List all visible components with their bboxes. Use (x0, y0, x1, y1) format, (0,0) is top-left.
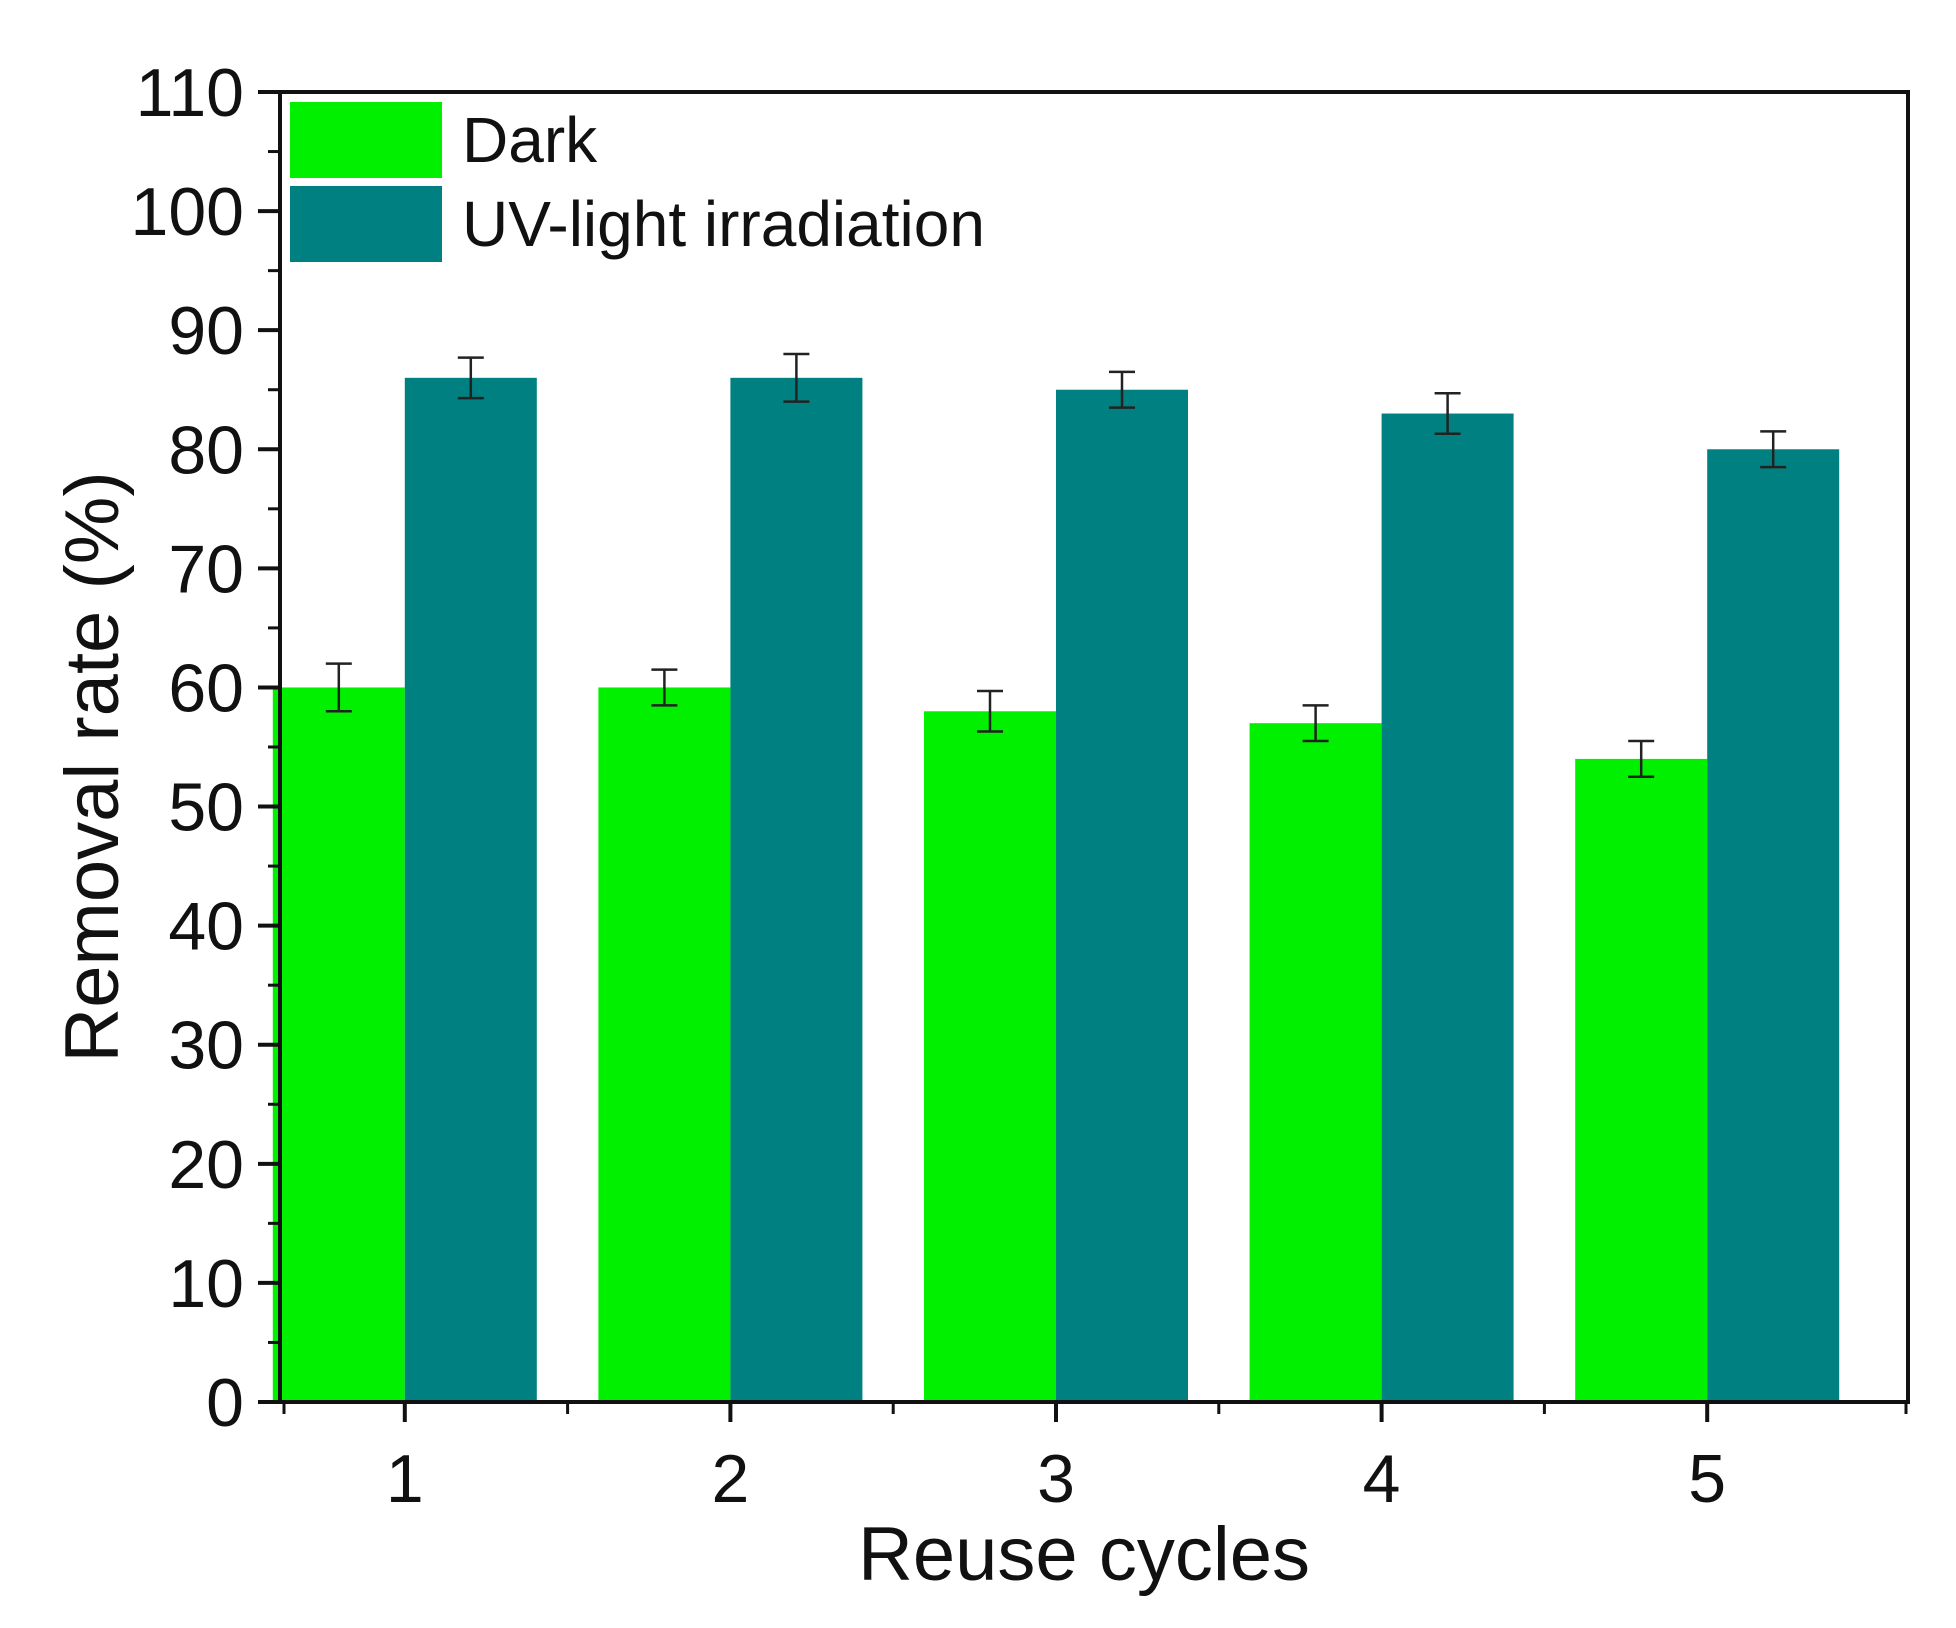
y-tick-label: 110 (136, 55, 244, 131)
x-tick-label: 5 (1688, 1441, 1726, 1517)
bar-uv-cycle-3 (1056, 389, 1188, 1402)
x-tick-label: 4 (1363, 1441, 1401, 1517)
x-axis-title: Reuse cycles (858, 1512, 1310, 1597)
bar-dark-cycle-4 (1249, 723, 1382, 1402)
error-bar-uv-cycle-2 (783, 352, 810, 403)
x-tick-label: 1 (386, 1441, 424, 1517)
error-bar-dark-cycle-1 (325, 662, 352, 713)
bar-uv-cycle-1 (404, 377, 537, 1403)
y-tick-label: 50 (168, 770, 244, 846)
error-bar-dark-cycle-2 (651, 668, 678, 707)
y-tick-label: 80 (168, 412, 244, 488)
legend-swatch-uv (290, 186, 442, 262)
y-axis-title: Removal rate (%) (50, 471, 135, 1062)
error-bar-dark-cycle-5 (1628, 739, 1655, 779)
bar-dark-cycle-2 (598, 687, 731, 1402)
y-tick-label: 10 (168, 1246, 244, 1322)
x-tick-label: 2 (711, 1441, 749, 1517)
error-bar-uv-cycle-3 (1109, 370, 1135, 409)
error-bar-uv-cycle-1 (457, 356, 484, 400)
bar-dark-cycle-5 (1575, 758, 1708, 1402)
legend: Dark UV-light irradiation (290, 102, 985, 262)
error-bars-layer (325, 352, 1787, 779)
error-bar-uv-cycle-5 (1760, 430, 1787, 469)
bar-dark-cycle-1 (272, 687, 405, 1402)
bar-dark-cycle-3 (924, 711, 1056, 1402)
x-tick-label: 3 (1037, 1441, 1075, 1517)
legend-label-dark: Dark (462, 104, 598, 176)
legend-label-uv: UV-light irradiation (462, 188, 985, 260)
legend-swatch-dark (290, 102, 442, 178)
bar-uv-cycle-5 (1707, 449, 1840, 1403)
error-bar-uv-cycle-4 (1434, 392, 1461, 436)
y-tick-label: 100 (131, 174, 244, 250)
y-tick-label: 40 (168, 889, 244, 965)
bar-uv-cycle-2 (730, 377, 863, 1403)
y-tick-label: 20 (168, 1127, 244, 1203)
x-axis: 1 2 3 4 5 (282, 1402, 1908, 1517)
error-bar-dark-cycle-3 (977, 689, 1003, 733)
bar-uv-cycle-4 (1381, 413, 1514, 1403)
y-axis: 0 10 20 30 40 50 60 70 80 90 100 110 (131, 55, 280, 1441)
bars-layer (272, 377, 1840, 1403)
error-bar-dark-cycle-4 (1302, 704, 1329, 743)
y-tick-label: 0 (206, 1365, 244, 1441)
y-tick-label: 70 (168, 531, 244, 607)
y-tick-label: 30 (168, 1008, 244, 1084)
y-tick-label: 90 (168, 293, 244, 369)
y-tick-label: 60 (168, 650, 244, 726)
